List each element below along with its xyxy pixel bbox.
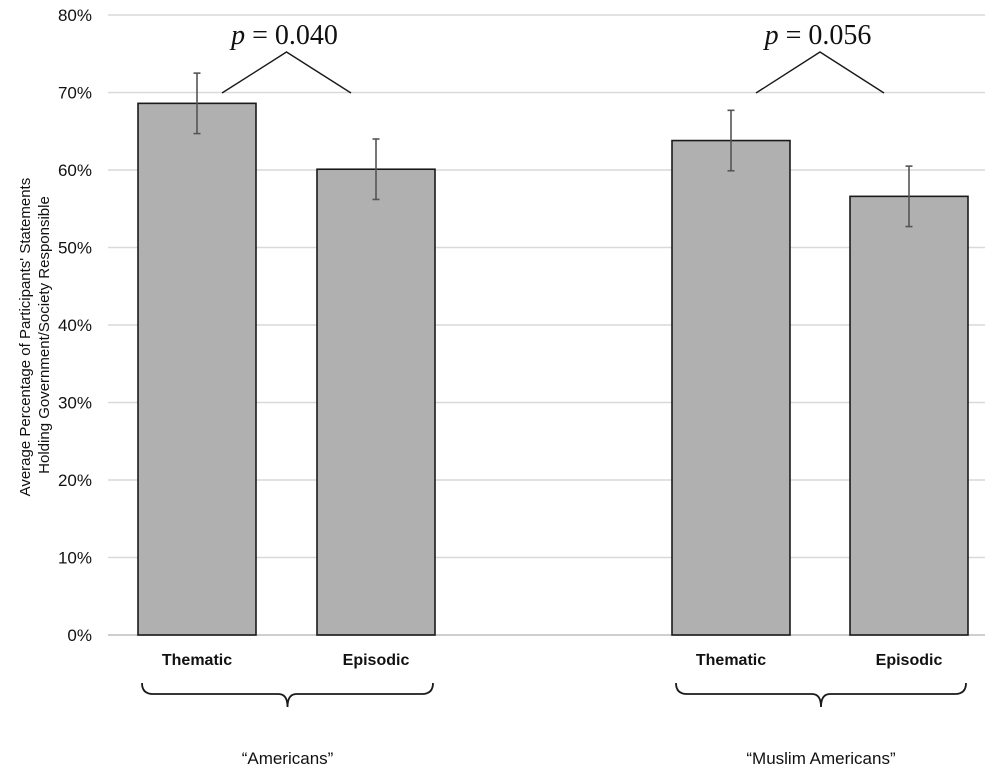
p-value-label: p = 0.056 — [763, 20, 872, 51]
category-label: Episodic — [876, 652, 943, 669]
y-tick-label: 80% — [58, 6, 92, 25]
y-tick-label: 40% — [58, 316, 92, 335]
p-symbol: p — [229, 20, 245, 51]
p-value: = 0.056 — [779, 20, 872, 51]
y-tick-label: 20% — [58, 471, 92, 490]
bar — [137, 102, 257, 636]
group-label: “Americans” — [242, 749, 334, 768]
bars: Thematic Episodic Thematic Episodic — [137, 72, 969, 669]
category-label: Episodic — [343, 652, 410, 669]
p-value-label: p = 0.040 — [229, 20, 338, 51]
y-tick-label: 60% — [58, 161, 92, 180]
bar — [849, 195, 969, 636]
annotations: p = 0.040 “Americans” p = 0.056 “Muslim Ame… — [141, 20, 967, 768]
p-value: = 0.040 — [245, 20, 338, 51]
y-tick-label: 10% — [58, 549, 92, 568]
category-label: Thematic — [696, 652, 766, 669]
y-tick-label: 70% — [58, 84, 92, 103]
group-brace — [141, 682, 434, 708]
significance-bracket — [221, 51, 352, 94]
y-tick-label: 0% — [67, 626, 92, 645]
y-tick-label: 30% — [58, 394, 92, 413]
p-symbol: p — [763, 20, 779, 51]
y-axis-title-line-1: Average Percentage of Participants' Stat… — [17, 178, 34, 497]
bar — [316, 168, 436, 636]
group-label: “Muslim Americans” — [746, 749, 896, 768]
y-tick-label: 50% — [58, 239, 92, 258]
y-axis-ticks: 0% 10% 20% 30% 40% 50% 60% 70% 80% — [58, 6, 92, 645]
significance-bracket — [755, 51, 885, 94]
y-axis-title-line-2: Holding Government/Society Responsible — [36, 196, 53, 474]
y-axis-title: Average Percentage of Participants' Stat… — [17, 174, 53, 497]
group-brace — [675, 682, 967, 708]
bar — [671, 139, 791, 636]
category-label: Thematic — [162, 652, 232, 669]
